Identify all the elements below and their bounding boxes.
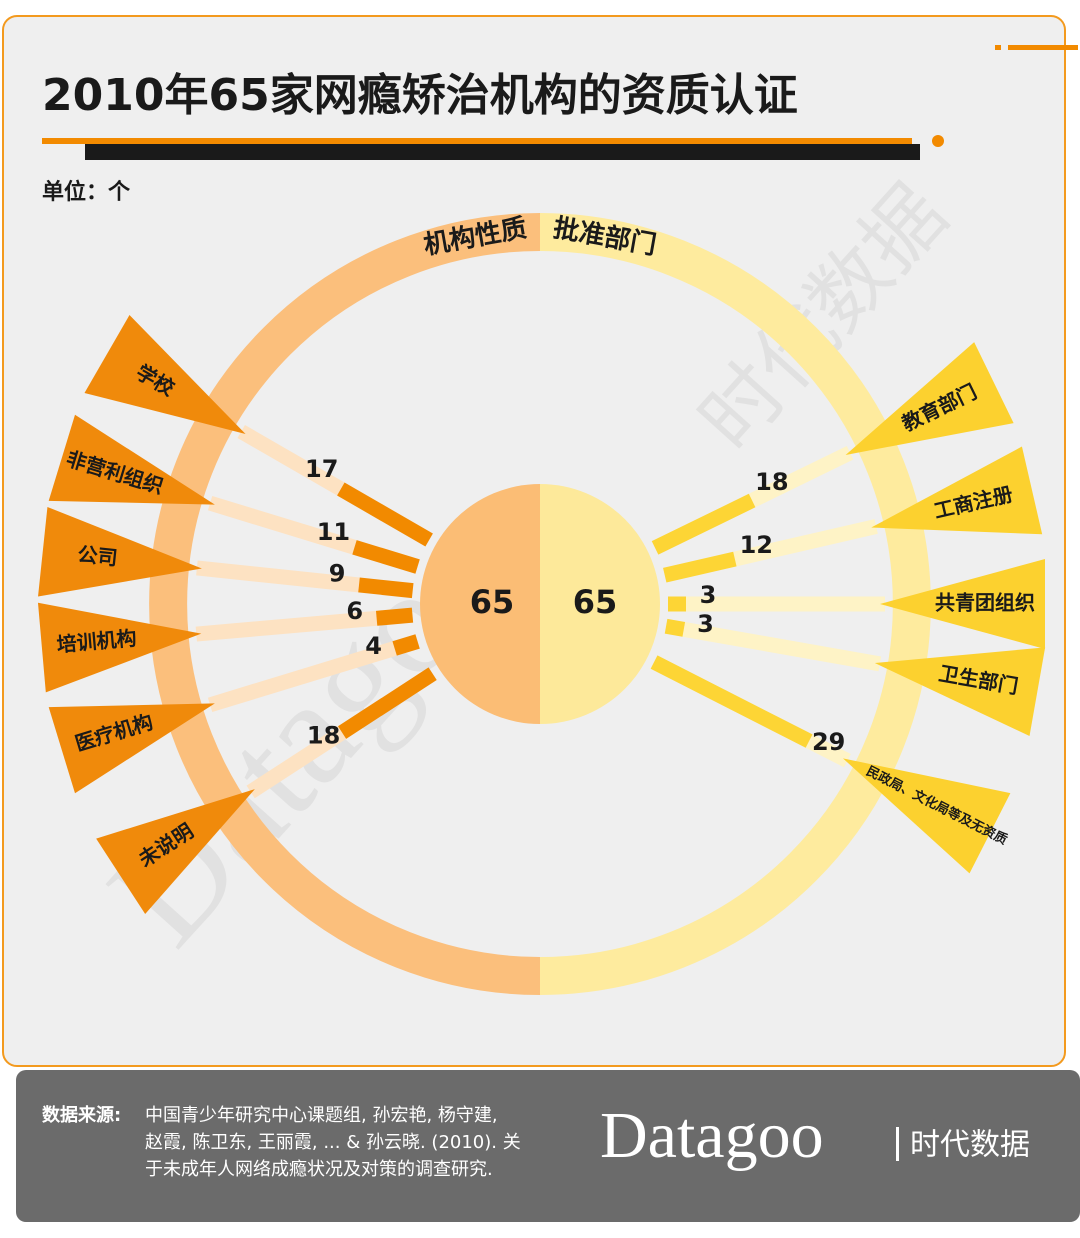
source-label: 数据来源: <box>42 1104 121 1126</box>
value-label: 6 <box>346 597 363 625</box>
link <box>196 560 360 593</box>
value-label: 17 <box>305 455 338 483</box>
brand-cn: 时代数据 <box>910 1128 1030 1163</box>
footer <box>16 1070 1080 1222</box>
link <box>805 734 851 768</box>
category-label: 公司 <box>76 542 118 570</box>
ring-half <box>149 213 541 995</box>
title-bar <box>85 144 920 160</box>
source-line: 于未成年人网络成瘾状况及对策的调查研究. <box>145 1159 493 1180</box>
category-pointer <box>48 703 215 794</box>
category-pointer <box>96 789 255 915</box>
unit: 单位：个 <box>42 179 131 205</box>
category-pointer <box>845 342 1014 455</box>
bar <box>392 634 420 656</box>
brand: Datagoo <box>600 1099 824 1172</box>
brand-divider <box>896 1127 899 1161</box>
bar <box>664 618 686 637</box>
link <box>207 641 397 713</box>
link <box>237 425 345 496</box>
deco <box>995 45 1001 50</box>
link <box>246 726 347 799</box>
core-half <box>540 484 660 724</box>
category-pointer <box>874 647 1046 737</box>
title-rule <box>42 138 912 144</box>
category-pointer <box>48 414 215 505</box>
value-label: 9 <box>329 560 346 588</box>
value-label: 11 <box>317 518 350 546</box>
value-label: 12 <box>740 531 773 559</box>
source-line: 赵霞, 陈卫东, 王丽霞, ... & 孙云晓. (2010). 关 <box>145 1132 521 1153</box>
value-label: 3 <box>700 581 717 609</box>
category-pointer <box>38 506 202 597</box>
link <box>748 446 854 508</box>
link <box>733 519 878 567</box>
bar <box>375 607 414 626</box>
link <box>195 610 378 642</box>
link <box>207 495 357 555</box>
category-pointer <box>37 602 202 693</box>
bar <box>352 540 420 574</box>
bar <box>663 551 737 583</box>
category-pointer <box>842 758 1011 874</box>
category-pointer <box>84 315 246 434</box>
link <box>682 621 882 672</box>
bar <box>337 482 433 547</box>
core-half <box>420 484 540 724</box>
chart-title: 2010年65家网瘾矫治机构的资质认证 <box>42 70 798 121</box>
source-line: 中国青少年研究中心课题组, 孙宏艳, 杨守建, <box>145 1105 498 1126</box>
deco <box>1008 45 1078 50</box>
bar <box>651 493 756 555</box>
bar <box>650 655 813 748</box>
deco <box>932 135 944 147</box>
value-label: 18 <box>307 722 340 750</box>
category-pointer <box>871 446 1043 535</box>
category-pointer <box>880 559 1045 649</box>
bar <box>358 577 414 599</box>
value-label: 18 <box>755 468 788 496</box>
value-label: 3 <box>697 610 714 638</box>
value-label: 4 <box>365 632 382 660</box>
value-label: 29 <box>812 728 845 756</box>
category-label: 共青团组织 <box>935 591 1035 615</box>
core-total: 65 <box>573 583 618 621</box>
bar <box>337 667 437 739</box>
core-total: 65 <box>470 583 515 621</box>
